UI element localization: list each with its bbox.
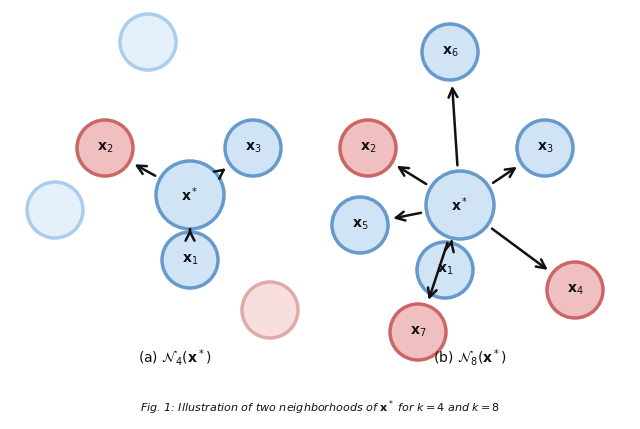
Text: Fig. 1: Illustration of two neighborhoods of $\mathbf{x}^*$ for $k=4$ and $k=8$: Fig. 1: Illustration of two neighborhood… — [140, 399, 500, 417]
Circle shape — [422, 24, 478, 80]
Text: $\mathbf{x}^*$: $\mathbf{x}^*$ — [181, 186, 199, 204]
Circle shape — [242, 282, 298, 338]
Circle shape — [225, 120, 281, 176]
Text: $\mathbf{x}_{1}$: $\mathbf{x}_{1}$ — [182, 253, 198, 267]
Text: $\mathbf{x}_{2}$: $\mathbf{x}_{2}$ — [360, 141, 376, 155]
Circle shape — [332, 197, 388, 253]
Text: $\mathbf{x}_{7}$: $\mathbf{x}_{7}$ — [410, 325, 426, 339]
Circle shape — [27, 182, 83, 238]
Circle shape — [77, 120, 133, 176]
Circle shape — [162, 232, 218, 288]
Text: $\mathbf{x}^*$: $\mathbf{x}^*$ — [451, 196, 468, 214]
Text: $\mathbf{x}_{5}$: $\mathbf{x}_{5}$ — [352, 218, 368, 232]
Circle shape — [426, 171, 494, 239]
Text: $\mathbf{x}_{1}$: $\mathbf{x}_{1}$ — [437, 263, 453, 277]
Circle shape — [547, 262, 603, 318]
Text: $\mathbf{x}_{4}$: $\mathbf{x}_{4}$ — [566, 283, 583, 297]
Text: (b) $\mathcal{N}_8(\mathbf{x}^*)$: (b) $\mathcal{N}_8(\mathbf{x}^*)$ — [433, 347, 507, 369]
Circle shape — [390, 304, 446, 360]
Text: $\mathbf{x}_{3}$: $\mathbf{x}_{3}$ — [244, 141, 261, 155]
Text: $\mathbf{x}_{3}$: $\mathbf{x}_{3}$ — [537, 141, 553, 155]
Circle shape — [517, 120, 573, 176]
Text: $\mathbf{x}_{6}$: $\mathbf{x}_{6}$ — [442, 45, 458, 59]
Circle shape — [417, 242, 473, 298]
Text: (a) $\mathcal{N}_4(\mathbf{x}^*)$: (a) $\mathcal{N}_4(\mathbf{x}^*)$ — [138, 347, 212, 369]
Text: $\mathbf{x}_{2}$: $\mathbf{x}_{2}$ — [97, 141, 113, 155]
Circle shape — [340, 120, 396, 176]
Circle shape — [156, 161, 224, 229]
Circle shape — [120, 14, 176, 70]
